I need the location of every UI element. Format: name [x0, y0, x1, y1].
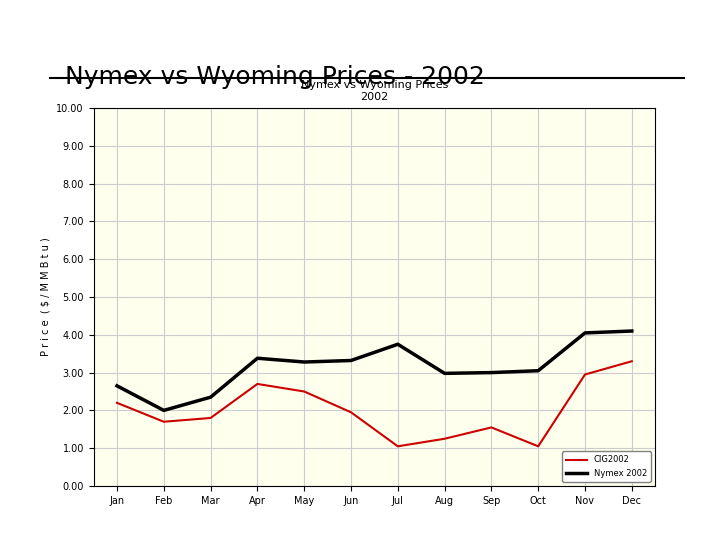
CIG2002: [160, 418, 168, 425]
CIG2002: [206, 415, 215, 421]
CIG2002: [393, 443, 402, 449]
Nymex 2002: [206, 394, 215, 401]
Nymex 2002: [300, 359, 308, 365]
Line: Nymex 2002: Nymex 2002: [117, 331, 632, 410]
Nymex 2002: [580, 329, 589, 336]
Nymex 2002: [347, 357, 356, 364]
Nymex 2002: [534, 368, 543, 374]
Line: CIG2002: CIG2002: [117, 361, 632, 446]
CIG2002: [347, 409, 356, 416]
Text: Nymex vs Wyoming Prices - 2002: Nymex vs Wyoming Prices - 2002: [65, 65, 485, 89]
Nymex 2002: [112, 382, 121, 389]
Nymex 2002: [253, 355, 262, 361]
CIG2002: [300, 388, 308, 395]
Nymex 2002: [487, 369, 495, 376]
CIG2002: [440, 435, 449, 442]
Nymex 2002: [627, 328, 636, 334]
CIG2002: [627, 358, 636, 365]
Legend: CIG2002, Nymex 2002: CIG2002, Nymex 2002: [562, 451, 651, 482]
CIG2002: [112, 400, 121, 406]
CIG2002: [253, 381, 262, 387]
Nymex 2002: [160, 407, 168, 414]
CIG2002: [487, 424, 495, 431]
CIG2002: [580, 372, 589, 378]
Nymex 2002: [440, 370, 449, 376]
Y-axis label: P r i c e  ( $ / M M B t u ): P r i c e ( $ / M M B t u ): [41, 238, 51, 356]
Nymex 2002: [393, 341, 402, 348]
Title: Nymex vs Wyoming Prices
2002: Nymex vs Wyoming Prices 2002: [301, 80, 448, 102]
CIG2002: [534, 443, 543, 449]
